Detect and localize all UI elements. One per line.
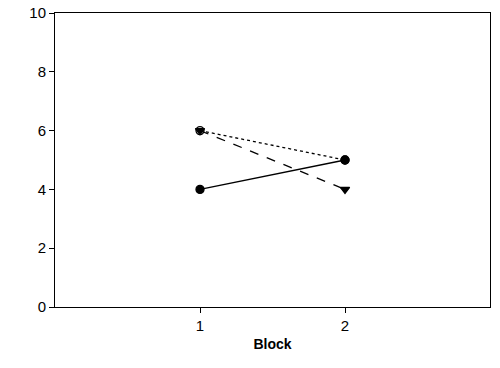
- svg-text:1: 1: [196, 317, 204, 334]
- svg-text:10: 10: [29, 4, 46, 21]
- svg-text:8: 8: [38, 63, 46, 80]
- svg-text:Block: Block: [253, 336, 291, 352]
- svg-text:0: 0: [38, 298, 46, 315]
- svg-text:4: 4: [38, 181, 46, 198]
- svg-text:6: 6: [38, 122, 46, 139]
- svg-text:2: 2: [38, 239, 46, 256]
- svg-text:2: 2: [341, 317, 349, 334]
